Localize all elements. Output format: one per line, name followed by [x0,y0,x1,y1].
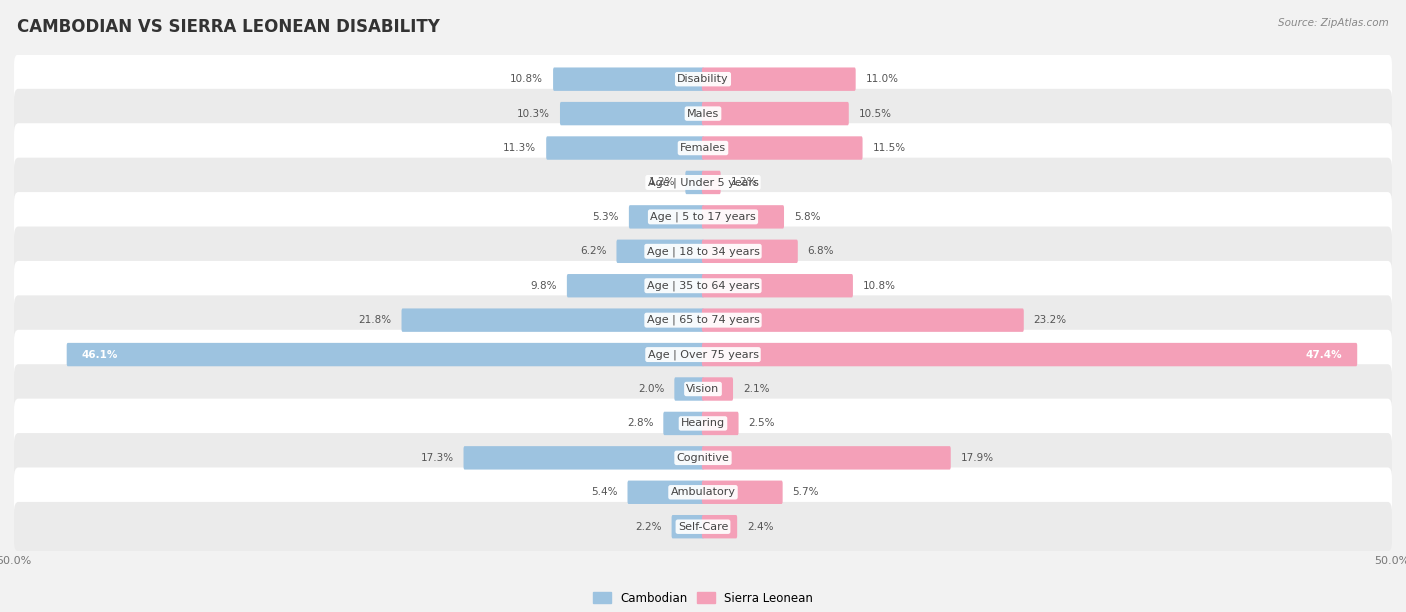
Text: Age | 35 to 64 years: Age | 35 to 64 years [647,280,759,291]
Text: 47.4%: 47.4% [1306,349,1343,360]
Text: Self-Care: Self-Care [678,521,728,532]
FancyBboxPatch shape [14,398,1392,448]
FancyBboxPatch shape [14,158,1392,207]
Text: 11.0%: 11.0% [866,74,898,84]
FancyBboxPatch shape [14,364,1392,414]
FancyBboxPatch shape [702,343,1357,366]
FancyBboxPatch shape [702,171,721,194]
Text: 10.3%: 10.3% [517,108,550,119]
Text: 10.8%: 10.8% [510,74,543,84]
FancyBboxPatch shape [702,377,733,401]
Text: Age | 18 to 34 years: Age | 18 to 34 years [647,246,759,256]
Text: 2.5%: 2.5% [748,419,775,428]
FancyBboxPatch shape [685,171,704,194]
Text: Males: Males [688,108,718,119]
Text: 23.2%: 23.2% [1033,315,1067,325]
Text: 11.3%: 11.3% [503,143,536,153]
Text: 5.7%: 5.7% [793,487,820,498]
Text: 2.4%: 2.4% [747,521,773,532]
FancyBboxPatch shape [664,412,704,435]
Text: 2.2%: 2.2% [636,521,662,532]
FancyBboxPatch shape [702,446,950,469]
Text: 11.5%: 11.5% [873,143,905,153]
FancyBboxPatch shape [14,468,1392,517]
FancyBboxPatch shape [14,54,1392,104]
Text: Age | Under 5 years: Age | Under 5 years [648,177,758,188]
Text: Age | Over 75 years: Age | Over 75 years [648,349,758,360]
FancyBboxPatch shape [702,239,797,263]
FancyBboxPatch shape [702,205,785,228]
Text: 2.1%: 2.1% [742,384,769,394]
Text: 10.5%: 10.5% [859,108,891,119]
Legend: Cambodian, Sierra Leonean: Cambodian, Sierra Leonean [588,587,818,610]
FancyBboxPatch shape [14,296,1392,345]
FancyBboxPatch shape [702,102,849,125]
Text: 6.8%: 6.8% [807,246,834,256]
FancyBboxPatch shape [702,67,856,91]
FancyBboxPatch shape [672,515,704,539]
Text: 1.2%: 1.2% [731,177,756,187]
FancyBboxPatch shape [14,433,1392,483]
Text: 10.8%: 10.8% [863,281,896,291]
Text: Age | 5 to 17 years: Age | 5 to 17 years [650,212,756,222]
FancyBboxPatch shape [14,261,1392,310]
FancyBboxPatch shape [702,480,783,504]
Text: Females: Females [681,143,725,153]
FancyBboxPatch shape [702,274,853,297]
FancyBboxPatch shape [553,67,704,91]
FancyBboxPatch shape [546,136,704,160]
Text: 5.4%: 5.4% [591,487,617,498]
Text: 2.8%: 2.8% [627,419,654,428]
Text: 17.3%: 17.3% [420,453,454,463]
FancyBboxPatch shape [14,502,1392,551]
FancyBboxPatch shape [14,192,1392,242]
Text: Disability: Disability [678,74,728,84]
FancyBboxPatch shape [464,446,704,469]
Text: Cognitive: Cognitive [676,453,730,463]
FancyBboxPatch shape [567,274,704,297]
Text: 6.2%: 6.2% [581,246,606,256]
FancyBboxPatch shape [702,136,862,160]
Text: 1.2%: 1.2% [650,177,675,187]
Text: 9.8%: 9.8% [530,281,557,291]
FancyBboxPatch shape [616,239,704,263]
FancyBboxPatch shape [66,343,704,366]
Text: 5.8%: 5.8% [794,212,821,222]
Text: Vision: Vision [686,384,720,394]
FancyBboxPatch shape [702,412,738,435]
FancyBboxPatch shape [560,102,704,125]
Text: Source: ZipAtlas.com: Source: ZipAtlas.com [1278,18,1389,28]
FancyBboxPatch shape [402,308,704,332]
FancyBboxPatch shape [628,205,704,228]
Text: 46.1%: 46.1% [82,349,118,360]
FancyBboxPatch shape [14,89,1392,138]
FancyBboxPatch shape [702,308,1024,332]
FancyBboxPatch shape [14,330,1392,379]
Text: 5.3%: 5.3% [592,212,619,222]
FancyBboxPatch shape [675,377,704,401]
Text: 2.0%: 2.0% [638,384,665,394]
FancyBboxPatch shape [14,226,1392,276]
Text: CAMBODIAN VS SIERRA LEONEAN DISABILITY: CAMBODIAN VS SIERRA LEONEAN DISABILITY [17,18,440,36]
Text: 21.8%: 21.8% [359,315,392,325]
Text: Ambulatory: Ambulatory [671,487,735,498]
FancyBboxPatch shape [702,515,737,539]
Text: Age | 65 to 74 years: Age | 65 to 74 years [647,315,759,326]
Text: Hearing: Hearing [681,419,725,428]
FancyBboxPatch shape [627,480,704,504]
Text: 17.9%: 17.9% [960,453,994,463]
FancyBboxPatch shape [14,123,1392,173]
